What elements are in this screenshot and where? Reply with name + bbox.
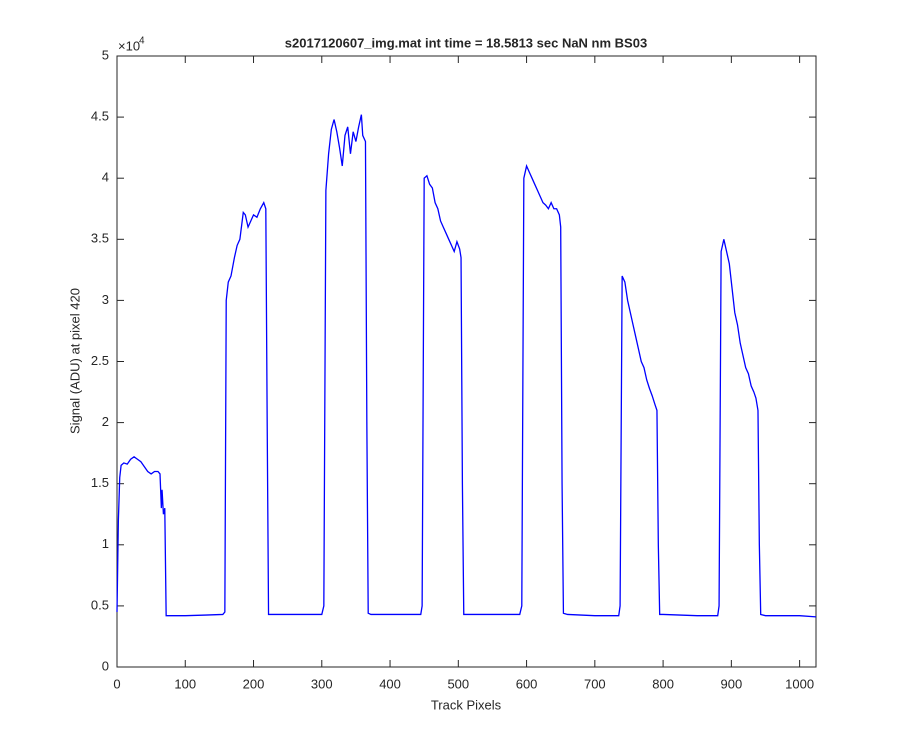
x-tick-label: 0: [113, 676, 120, 691]
y-tick-label: 5: [102, 47, 109, 62]
data-line: [116, 114, 817, 618]
x-axis-label: Track Pixels: [431, 697, 502, 712]
x-tick-label: 100: [174, 676, 196, 691]
x-tick-label: 600: [516, 676, 538, 691]
y-tick-label: 1: [102, 536, 109, 551]
y-tick-label: 1.5: [91, 475, 109, 490]
y-tick-label: 0.5: [91, 597, 109, 612]
y-tick-label: 4.5: [91, 109, 109, 124]
y-scale-power: 4: [139, 36, 145, 47]
y-tick-label: 2: [102, 414, 109, 429]
y-tick-label: 0: [102, 658, 109, 673]
chart-title: s2017120607_img.mat int time = 18.5813 s…: [285, 35, 647, 50]
x-tick-label: 200: [243, 676, 265, 691]
y-tick-label: 2.5: [91, 353, 109, 368]
y-tick-label: 4: [102, 170, 109, 185]
y-axis-label: Signal (ADU) at pixel 420: [67, 288, 82, 434]
y-scale-base: ×10: [118, 38, 140, 53]
x-tick-label: 300: [311, 676, 333, 691]
x-tick-label: 900: [721, 676, 743, 691]
x-tick-label: 500: [447, 676, 469, 691]
x-tick-label: 400: [379, 676, 401, 691]
y-tick-label: 3: [102, 292, 109, 307]
y-tick-label: 3.5: [91, 231, 109, 246]
x-tick-label: 1000: [785, 676, 814, 691]
x-tick-label: 700: [584, 676, 606, 691]
plot-box: [116, 55, 817, 668]
x-tick-label: 800: [652, 676, 674, 691]
